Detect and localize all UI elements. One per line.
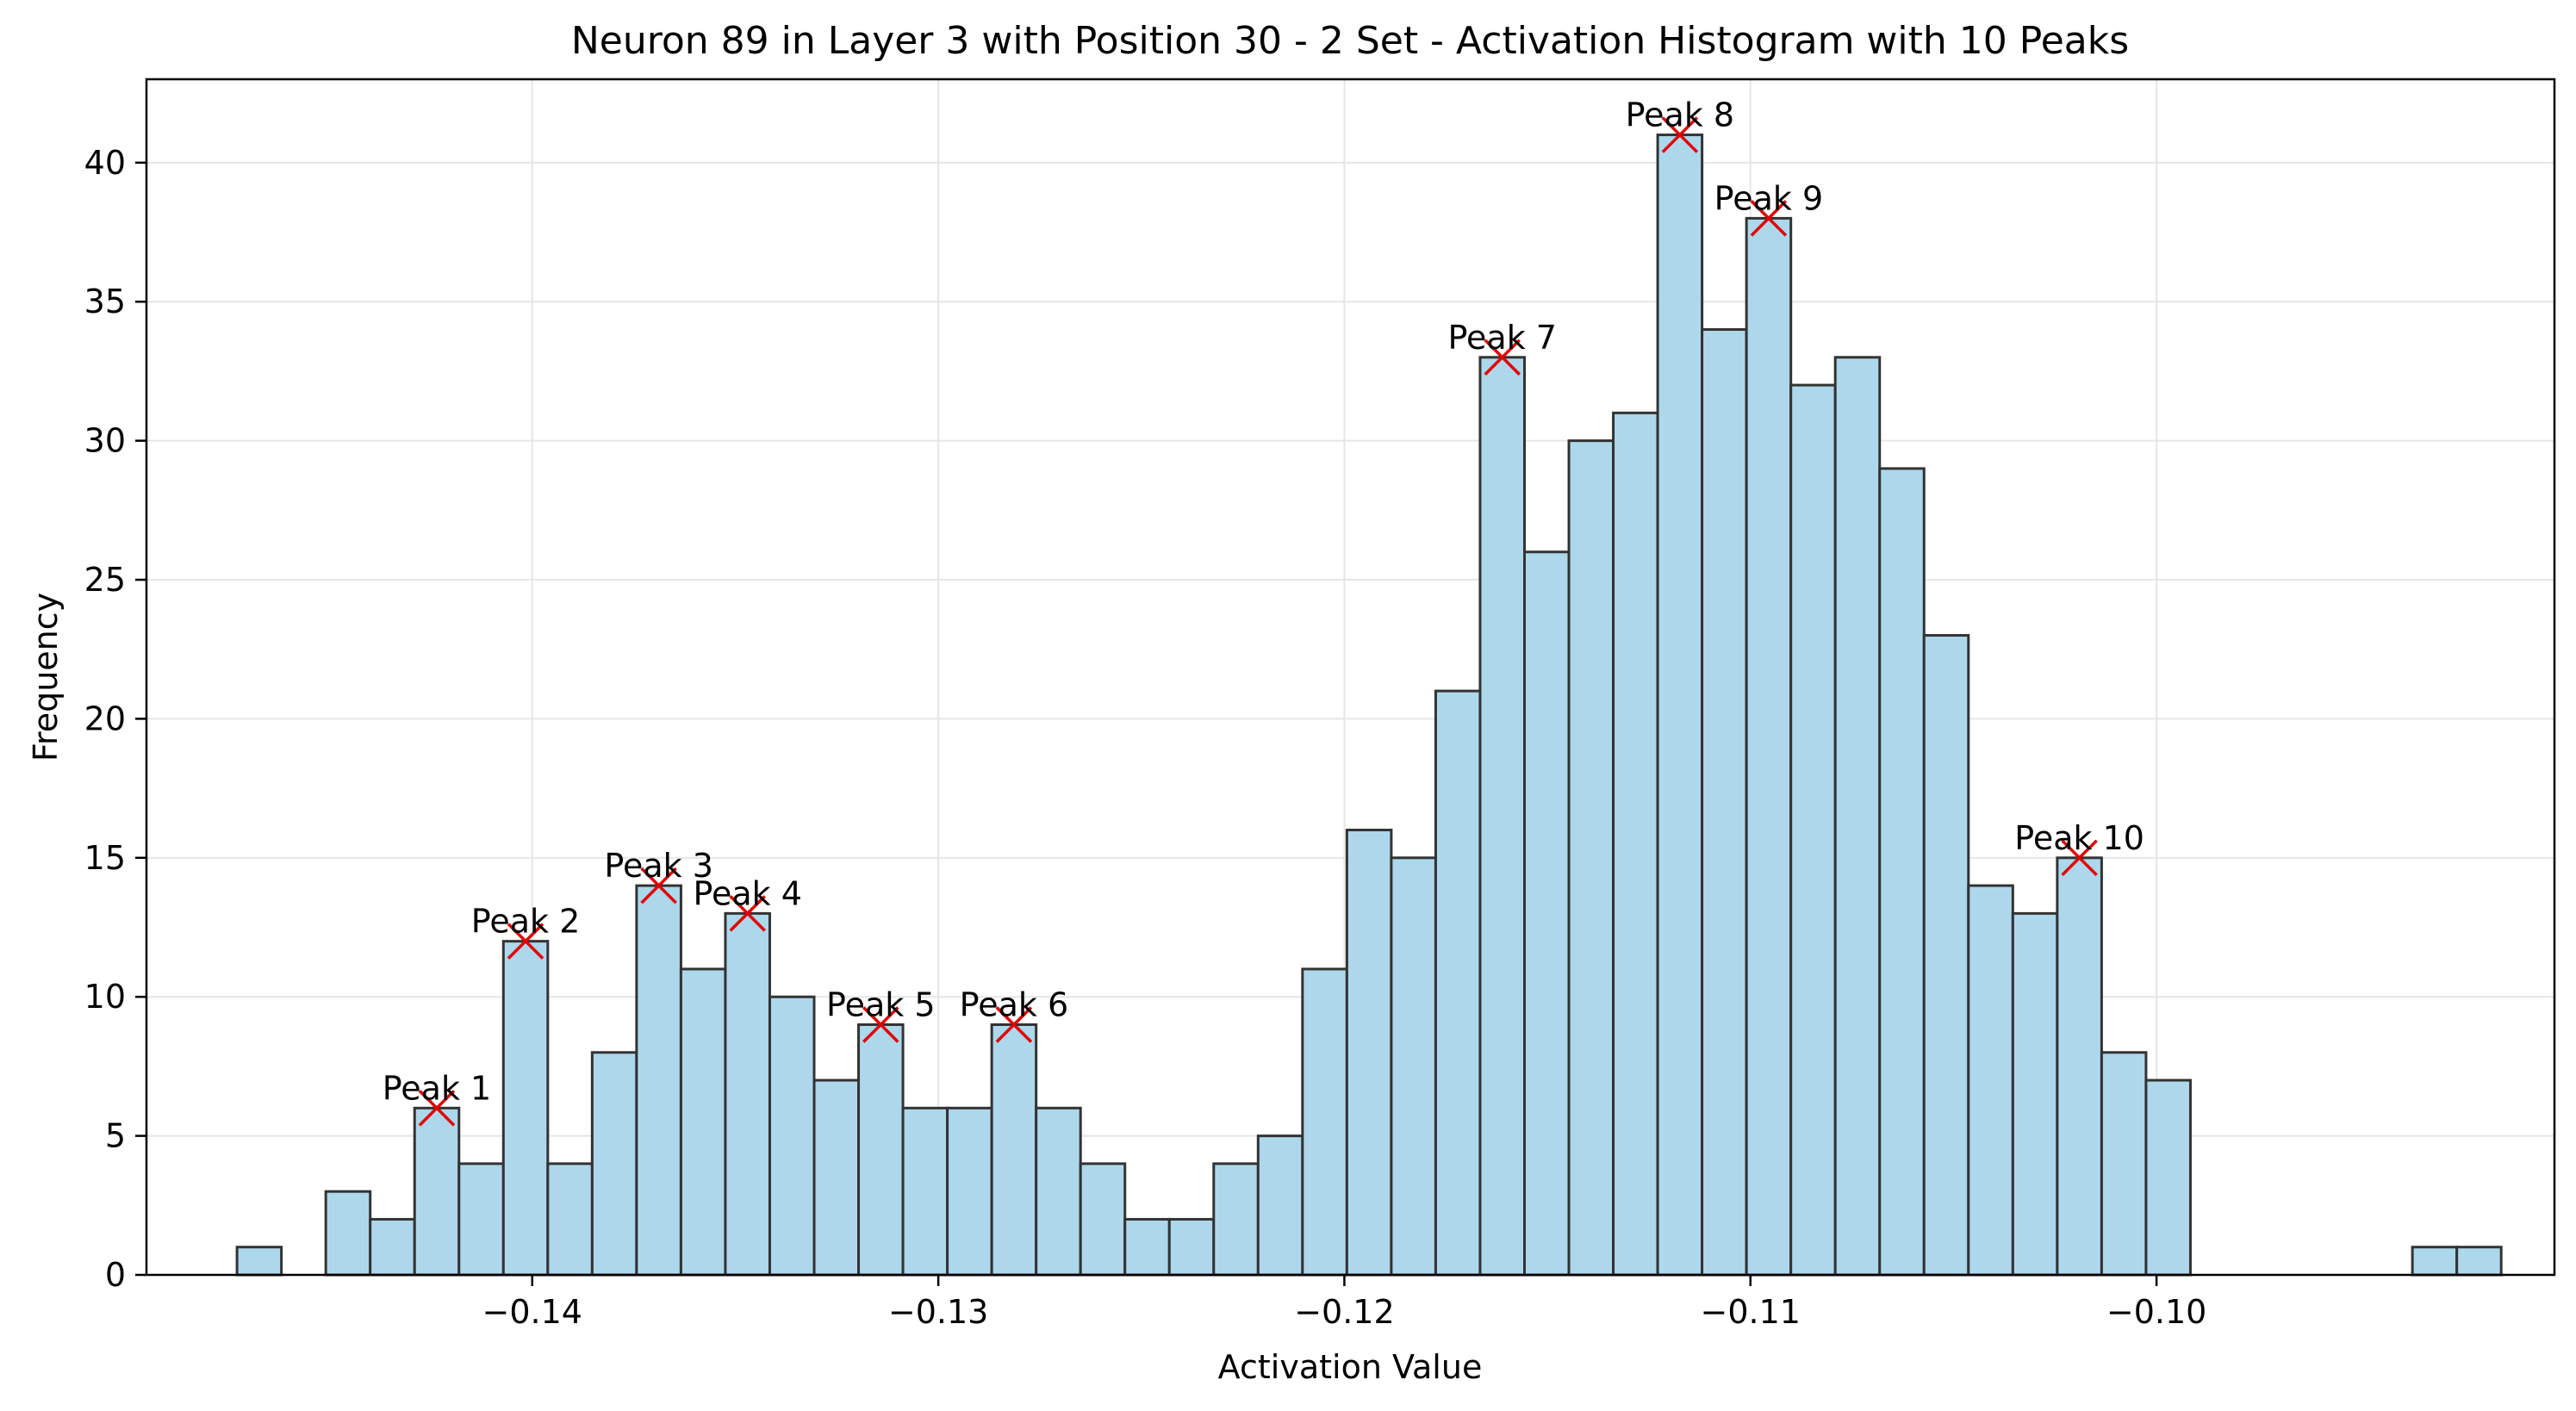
histogram-bar: [1478, 356, 1526, 1277]
histogram-bar: [1035, 1106, 1082, 1277]
histogram-bar: [1434, 689, 1482, 1277]
x-tick-label: −0.12: [1294, 1293, 1394, 1331]
histogram-bar: [812, 1078, 861, 1277]
histogram-bar: [369, 1217, 416, 1277]
histogram-bar: [990, 1023, 1038, 1277]
peak-x-stroke: [862, 1006, 899, 1043]
x-tick-label: −0.13: [888, 1293, 988, 1331]
peak-marker: Peak 7: [1447, 319, 1557, 376]
peak-label: Peak 8: [1626, 96, 1735, 134]
peak-marker: Peak 1: [383, 1069, 492, 1127]
histogram-bar: [2455, 1246, 2503, 1277]
histogram-bar: [1301, 967, 1348, 1277]
histogram-bar: [2056, 856, 2103, 1277]
x-tick-label: −0.11: [1701, 1293, 1801, 1331]
chart-title: Neuron 89 in Layer 3 with Position 30 - …: [571, 19, 2129, 63]
peak-x-stroke: [1750, 200, 1788, 237]
histogram-bar: [1922, 634, 1970, 1277]
peak-x-stroke: [729, 895, 766, 932]
histogram-bar: [457, 1162, 505, 1277]
peak-x-stroke: [1484, 339, 1521, 376]
peak-x-stroke: [995, 1006, 1033, 1043]
histogram-bar: [1123, 1217, 1171, 1277]
histogram-bar: [2144, 1078, 2192, 1277]
histogram-bar: [1256, 1134, 1304, 1277]
peak-label: Peak 3: [604, 847, 713, 885]
peak-x-stroke: [640, 867, 677, 904]
peak-x-stroke: [418, 1090, 456, 1127]
histogram-bar: [1167, 1217, 1216, 1277]
histogram-bar: [546, 1162, 594, 1277]
x-tick-label: −0.10: [2106, 1293, 2206, 1331]
histogram-bar: [1612, 411, 1659, 1277]
peak-marker: Peak 2: [471, 903, 581, 960]
histogram-bar: [901, 1106, 949, 1277]
histogram-bar: [2411, 1246, 2459, 1277]
peak-marker: Peak 3: [604, 847, 713, 904]
peak-x-stroke: [507, 923, 544, 960]
histogram-bar: [724, 911, 771, 1277]
peak-marker: Peak 5: [826, 985, 936, 1043]
histogram-bar: [1967, 884, 2014, 1277]
y-tick-label: 25: [84, 561, 126, 599]
histogram-bar: [857, 1023, 905, 1277]
y-tick-label: 40: [84, 144, 126, 182]
peak-label: Peak 6: [960, 985, 1069, 1023]
y-tick-label: 20: [84, 699, 126, 737]
y-tick-label: 35: [84, 283, 126, 320]
peak-marker: Peak 8: [1626, 96, 1735, 153]
histogram-bar: [2100, 1051, 2148, 1277]
histogram-bar: [1789, 383, 1837, 1277]
histogram-bar: [2011, 911, 2059, 1277]
y-tick-label: 30: [84, 422, 126, 460]
peak-marker: Peak 10: [2014, 819, 2144, 877]
y-axis-label: Frequency: [27, 593, 65, 761]
histogram-bar: [324, 1190, 372, 1277]
histogram-bar: [1656, 134, 1704, 1277]
peak-marker: Peak 6: [960, 985, 1069, 1043]
histogram-bar: [946, 1106, 993, 1277]
histogram-bar: [1833, 356, 1882, 1277]
x-tick-label: −0.14: [482, 1293, 582, 1331]
histogram-bar: [1079, 1162, 1127, 1277]
histogram-bar: [413, 1106, 461, 1277]
y-tick-label: 15: [84, 839, 126, 877]
histogram-bar: [1345, 829, 1393, 1277]
histogram-bar: [768, 995, 816, 1277]
peak-label: Peak 9: [1714, 179, 1824, 217]
peak-marker: Peak 4: [693, 874, 802, 932]
peak-label: Peak 4: [693, 874, 802, 912]
y-tick-label: 10: [84, 978, 126, 1016]
plot-frame: [145, 78, 2556, 1277]
histogram-bar: [501, 940, 550, 1277]
peak-label: Peak 2: [471, 903, 581, 941]
histogram-bar: [1212, 1162, 1260, 1277]
peak-label: Peak 7: [1447, 319, 1557, 357]
histogram-bar: [1745, 216, 1793, 1277]
peak-marker: Peak 9: [1714, 179, 1824, 237]
y-tick-label: 5: [105, 1117, 126, 1155]
histogram-bar: [235, 1246, 283, 1277]
x-axis-ticks: −0.14 −0.13 −0.12 −0.11 −0.10: [482, 1275, 2206, 1331]
histogram-bar: [1701, 328, 1748, 1277]
histogram-bar: [635, 884, 682, 1277]
histogram-bar: [1522, 550, 1571, 1277]
histogram-bar: [679, 967, 727, 1277]
y-axis-ticks: 0 5 10 15 20 25 30 35 40: [84, 144, 146, 1294]
peak-label: Peak 5: [826, 985, 936, 1023]
peak-label: Peak 1: [383, 1069, 492, 1107]
peak-x-stroke: [1661, 116, 1699, 153]
peak-label: Peak 10: [2014, 819, 2144, 857]
histogram-bar: [1878, 467, 1926, 1277]
histogram-bar: [1390, 856, 1437, 1277]
peak-x-stroke: [2061, 839, 2098, 877]
x-axis-label: Activation Value: [1218, 1348, 1483, 1386]
histogram-bar: [590, 1051, 638, 1277]
histogram-bar: [1567, 439, 1615, 1277]
y-tick-label: 0: [105, 1256, 126, 1294]
